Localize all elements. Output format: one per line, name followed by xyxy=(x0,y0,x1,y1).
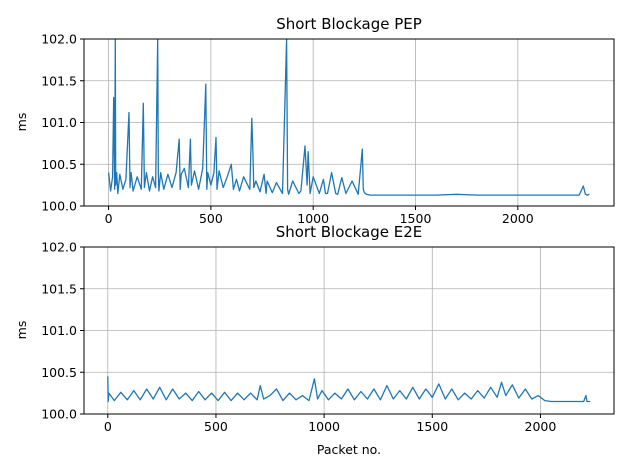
x-tick-label: 1000 xyxy=(297,211,329,226)
y-tick-label: 101.0 xyxy=(41,115,77,130)
series-line-group xyxy=(107,39,590,196)
y-tick-label: 102.0 xyxy=(41,240,77,255)
x-tick-label: 500 xyxy=(204,419,228,434)
y-axis-label: ms xyxy=(14,321,29,340)
x-tick-label: 1000 xyxy=(308,419,340,434)
series-line-group xyxy=(107,376,591,403)
axis-ticks: 0 500 1000 1500 2000 100.0 100.5 101.0 101.5 102.… xyxy=(41,240,556,435)
x-tick-label: 500 xyxy=(199,211,223,226)
x-tick-label: 0 xyxy=(105,211,113,226)
y-tick-label: 100.5 xyxy=(41,365,77,380)
x-tick-label: 1500 xyxy=(400,211,432,226)
x-tick-label: 0 xyxy=(104,419,112,434)
x-tick-label: 2000 xyxy=(502,211,534,226)
y-tick-label: 100.0 xyxy=(41,407,77,422)
x-tick-label: 1500 xyxy=(416,419,448,434)
y-tick-label: 101.5 xyxy=(41,73,77,88)
grid xyxy=(84,246,614,415)
chart-pep: Short Blockage PEP ms 0 500 1000 1500 2000 10… xyxy=(14,15,615,227)
y-axis-label: ms xyxy=(14,113,29,132)
series-line xyxy=(107,376,591,403)
x-tick-label: 2000 xyxy=(525,419,557,434)
series-line xyxy=(107,39,590,196)
grid xyxy=(84,38,614,207)
y-tick-label: 100.0 xyxy=(41,199,77,214)
y-tick-label: 101.5 xyxy=(41,281,77,296)
chart-title: Short Blockage E2E xyxy=(276,223,423,241)
y-tick-label: 101.0 xyxy=(41,323,77,338)
y-tick-label: 102.0 xyxy=(41,32,77,47)
y-tick-label: 100.5 xyxy=(41,157,77,172)
axis-ticks: 0 500 1000 1500 2000 100.0 100.5 101.0 101.5 102.… xyxy=(41,32,534,227)
chart-title: Short Blockage PEP xyxy=(276,15,422,33)
chart-e2e: Short Blockage E2E ms Packet no. 0 500 100… xyxy=(14,223,615,457)
x-axis-label: Packet no. xyxy=(317,442,381,457)
